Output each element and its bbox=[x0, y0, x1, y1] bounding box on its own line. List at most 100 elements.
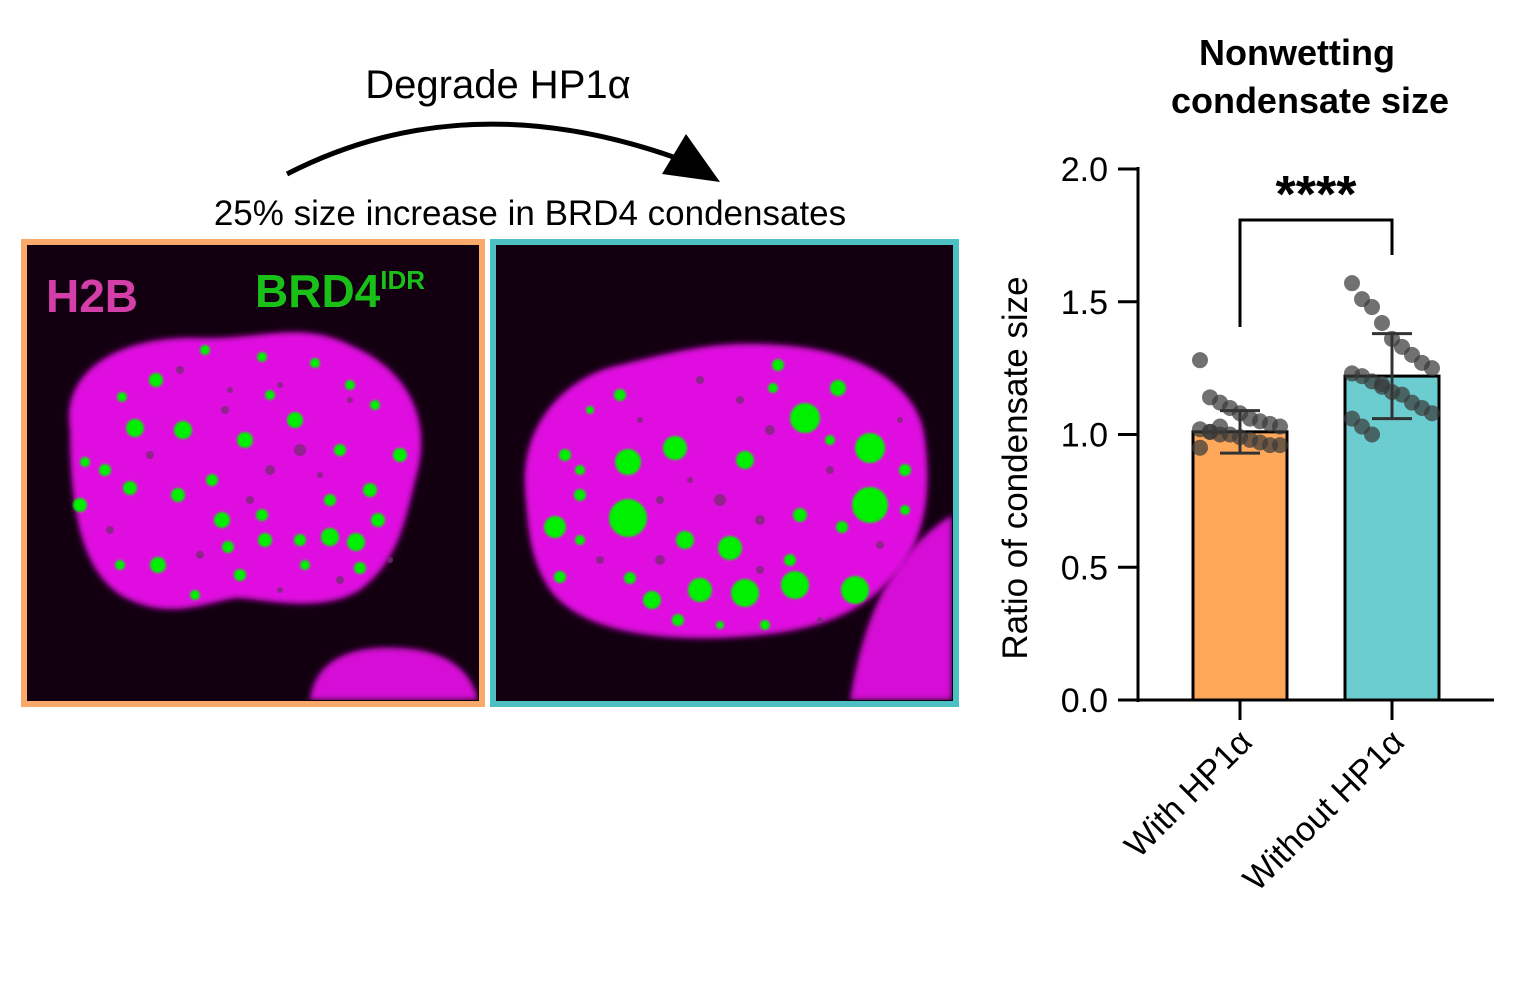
brd4-condensate bbox=[841, 576, 869, 604]
brd4-condensate bbox=[615, 449, 641, 475]
brd4-condensate bbox=[852, 487, 888, 523]
brd4-condensate bbox=[126, 419, 144, 437]
dark-spot bbox=[176, 366, 184, 374]
dark-spot bbox=[387, 557, 393, 563]
data-point bbox=[1344, 275, 1360, 292]
brd4-condensate bbox=[206, 474, 218, 486]
brd4-condensate bbox=[781, 571, 809, 599]
brd4-condensate bbox=[574, 489, 586, 501]
brd4-condensate bbox=[294, 534, 306, 546]
degrade-label: Degrade HP1α bbox=[365, 63, 631, 107]
data-point bbox=[1212, 418, 1228, 435]
brd4-condensate bbox=[117, 392, 127, 402]
brd4-condensate bbox=[150, 557, 166, 573]
arrow-head-icon bbox=[662, 134, 720, 182]
dark-spot bbox=[146, 451, 154, 459]
brd4-condensate bbox=[371, 513, 385, 527]
brd4-condensate bbox=[772, 359, 784, 371]
neighbor-nucleus bbox=[310, 647, 478, 700]
data-point bbox=[1374, 376, 1390, 393]
brd4-condensate bbox=[174, 421, 192, 439]
brd4-condensate bbox=[736, 451, 754, 469]
dark-spot bbox=[106, 526, 114, 534]
brd4-condensate bbox=[575, 535, 585, 545]
brd4-condensate bbox=[222, 541, 234, 553]
brd4-condensate bbox=[256, 509, 268, 521]
dark-spot bbox=[196, 551, 204, 559]
data-point bbox=[1364, 426, 1380, 443]
increase-caption: 25% size increase in BRD4 condensates bbox=[214, 194, 846, 233]
data-point bbox=[1364, 299, 1380, 316]
h2b-label: H2B bbox=[46, 270, 138, 322]
x-tick-label: Without HP1α bbox=[1236, 723, 1412, 899]
brd4-condensate bbox=[265, 390, 275, 400]
brd4-condensate bbox=[663, 436, 687, 460]
brd4-condensate bbox=[688, 578, 712, 602]
brd4-condensate bbox=[123, 481, 137, 495]
brd4-condensate bbox=[825, 435, 835, 445]
brd4-condensate bbox=[214, 512, 230, 528]
brd4-condensate bbox=[718, 536, 742, 560]
dark-spot bbox=[655, 555, 665, 565]
brd4-condensate bbox=[716, 621, 724, 629]
dark-spot bbox=[294, 444, 306, 456]
brd4-condensate bbox=[237, 432, 253, 448]
dark-spot bbox=[227, 387, 233, 393]
dark-spot bbox=[317, 472, 323, 478]
brd4-condensate bbox=[790, 403, 820, 433]
curved-arrow-icon bbox=[285, 121, 691, 177]
brd4-condensate bbox=[370, 400, 380, 410]
data-point bbox=[1374, 314, 1390, 331]
brd4-condensate bbox=[784, 554, 796, 566]
brd4-condensate bbox=[575, 465, 585, 475]
dark-spot bbox=[336, 576, 344, 584]
brd4-condensate bbox=[836, 521, 848, 533]
brd4-condensate bbox=[544, 516, 566, 538]
dark-spot bbox=[817, 617, 823, 623]
micrograph-with-hp1a bbox=[21, 239, 485, 707]
dark-spot bbox=[637, 417, 643, 423]
brd4-condensate bbox=[830, 380, 846, 396]
dark-spot bbox=[277, 382, 283, 388]
brd4-condensate bbox=[768, 383, 778, 393]
brd4-condensate bbox=[345, 380, 355, 390]
data-point bbox=[1424, 405, 1440, 422]
brd4-condensate bbox=[354, 562, 366, 574]
brd4-condensate bbox=[324, 494, 336, 506]
brd4-condensate bbox=[614, 389, 626, 401]
chart-title-line-2: condensate size bbox=[1171, 80, 1449, 121]
data-point bbox=[1272, 418, 1288, 435]
brd4-condensate bbox=[793, 508, 807, 522]
data-point bbox=[1424, 360, 1440, 377]
dark-spot bbox=[596, 556, 604, 564]
neighbor-nucleus bbox=[850, 515, 952, 700]
data-point bbox=[1192, 439, 1208, 456]
brd4-condensate bbox=[676, 531, 694, 549]
brd4-condensate bbox=[672, 614, 684, 626]
data-point bbox=[1192, 352, 1208, 369]
dark-spot bbox=[246, 496, 254, 504]
y-tick-label: 0.5 bbox=[1061, 549, 1108, 587]
dark-spot bbox=[736, 396, 744, 404]
brd4-condensate bbox=[234, 569, 246, 581]
dark-spot bbox=[765, 425, 775, 435]
chart-title-line-1: Nonwetting bbox=[1199, 32, 1395, 73]
brd4-condensate bbox=[310, 358, 320, 368]
brd4-condensate bbox=[855, 433, 885, 463]
dark-spot bbox=[656, 496, 664, 504]
brd4-label: BRD4IDR bbox=[255, 265, 425, 317]
brd4-condensate bbox=[559, 449, 571, 461]
brd4-condensate bbox=[609, 499, 647, 537]
dark-spot bbox=[265, 465, 275, 475]
nucleus bbox=[524, 343, 928, 639]
brd4-condensate bbox=[731, 579, 759, 607]
brd4-condensate bbox=[115, 560, 125, 570]
y-tick-label: 1.5 bbox=[1061, 284, 1108, 322]
y-tick-label: 1.0 bbox=[1061, 417, 1108, 455]
brd4-condensate bbox=[190, 590, 200, 600]
brd4-condensate bbox=[200, 345, 210, 355]
y-tick-label: 2.0 bbox=[1061, 151, 1108, 189]
dark-spot bbox=[277, 587, 283, 593]
brd4-condensate bbox=[80, 457, 90, 467]
brd4-condensate bbox=[258, 533, 272, 547]
